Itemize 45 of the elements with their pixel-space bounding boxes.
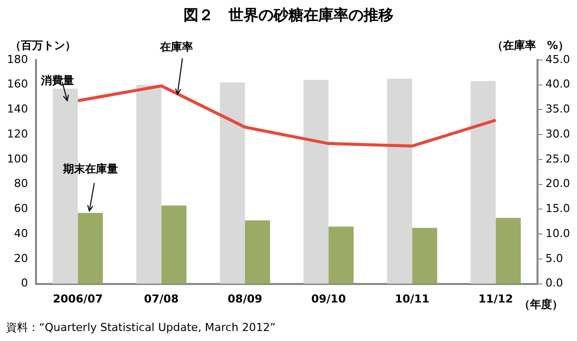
y-tick-label: 0 xyxy=(20,276,28,290)
y-tick-label: 20 xyxy=(14,252,28,265)
y2-tick-label: 30.0 xyxy=(546,127,570,140)
bar xyxy=(470,81,496,284)
bar xyxy=(412,228,438,284)
bar xyxy=(78,212,103,284)
y2-axis-title: （在庫率 %） xyxy=(492,38,569,53)
y2-tick-label: 5.0 xyxy=(546,252,564,265)
x-tick-label: 2006/07 xyxy=(52,292,103,306)
y-tick-label: 120 xyxy=(6,127,28,140)
text: 在庫率 xyxy=(158,40,193,54)
text: 資料：“Quarterly Statistical Update, March 2012” xyxy=(6,320,276,335)
x-axis-title: （年度） xyxy=(519,297,563,312)
y-tick-label: 100 xyxy=(6,152,28,166)
y-tick-label: 140 xyxy=(6,102,28,116)
y2-tick-label: 35.0 xyxy=(546,102,570,116)
x-tick-label: 07/08 xyxy=(144,292,179,306)
text: 期末在庫量 xyxy=(62,162,118,176)
y-tick-label: 40 xyxy=(14,226,28,240)
y-tick-label: 180 xyxy=(6,52,28,66)
y2-tick-label: 20.0 xyxy=(546,177,570,190)
bar xyxy=(244,220,270,284)
y2-tick-label: 40.0 xyxy=(546,78,570,91)
bar xyxy=(496,218,521,284)
y-tick-label: 80 xyxy=(14,177,28,190)
y2-tick-label: 25.0 xyxy=(546,152,570,166)
bar xyxy=(136,84,162,284)
y2-tick-label: 10.0 xyxy=(546,226,570,240)
series-label: 消費量 xyxy=(40,74,74,87)
y-tick-label: 60 xyxy=(14,202,28,216)
y2-tick-label: 15.0 xyxy=(546,202,570,216)
bar xyxy=(387,78,412,284)
bar xyxy=(220,82,245,284)
bar xyxy=(303,80,329,284)
y-axis-title: （百万トン） xyxy=(10,38,76,53)
bar xyxy=(328,226,354,284)
y2-tick-label: 0.0 xyxy=(546,276,564,290)
y2-tick-label: 45.0 xyxy=(546,52,570,66)
bar xyxy=(161,205,186,284)
x-tick-label: 09/10 xyxy=(311,292,346,306)
x-tick-label: 10/11 xyxy=(394,292,430,306)
chart-title: 図２ 世界の砂糖在庫率の推移 xyxy=(182,6,394,25)
x-tick-label: 08/09 xyxy=(228,292,262,306)
x-tick-label: 11/12 xyxy=(478,292,514,306)
y-tick-label: 160 xyxy=(6,78,28,91)
